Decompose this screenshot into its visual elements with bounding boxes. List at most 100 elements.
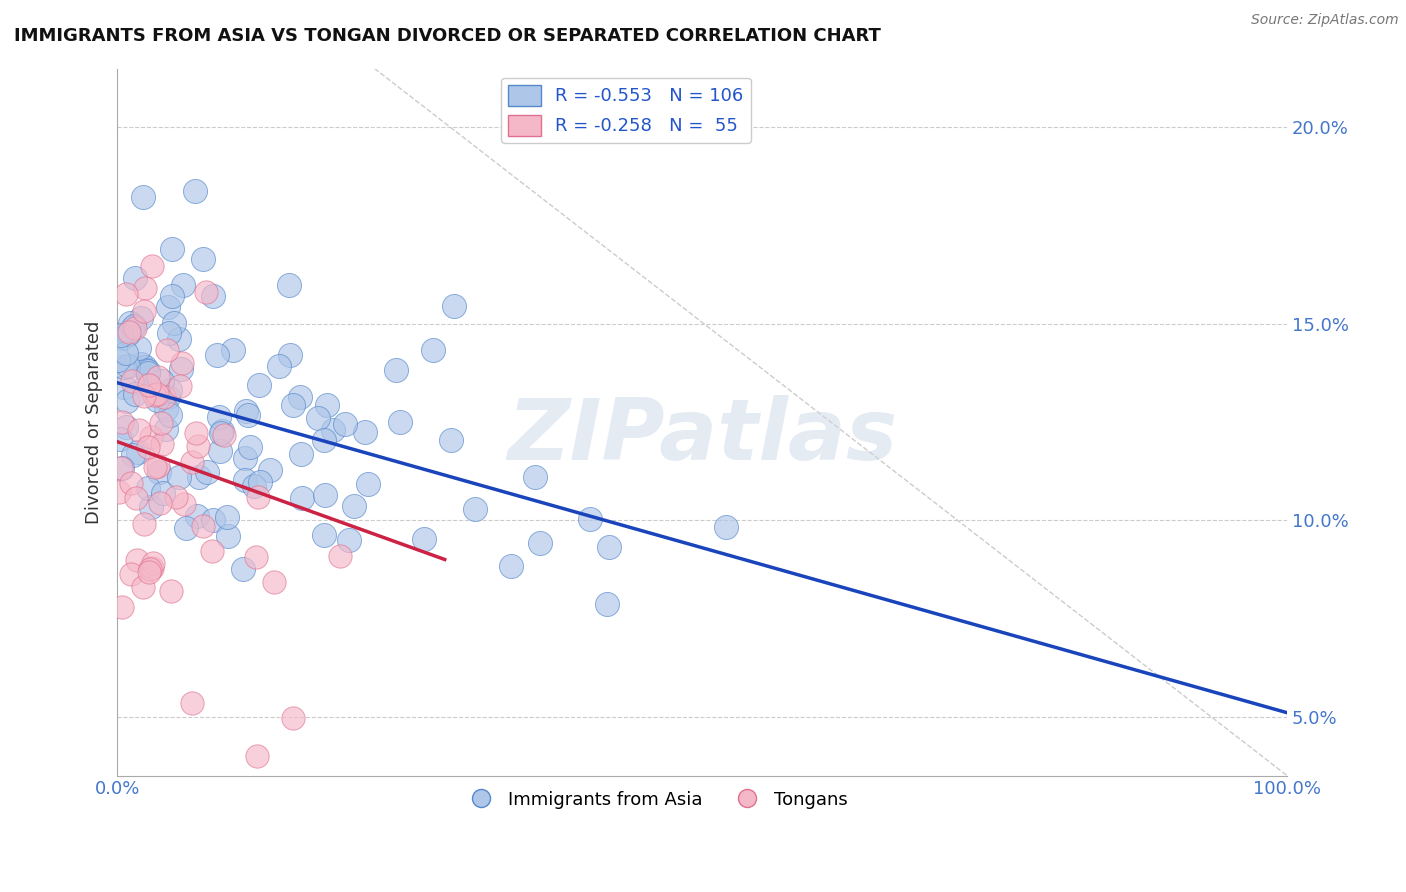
Point	[129, 310, 152, 325]
Point	[118, 326, 141, 340]
Point	[127, 444, 149, 458]
Point	[422, 343, 444, 358]
Point	[191, 252, 214, 266]
Point	[157, 301, 180, 315]
Point	[529, 535, 551, 549]
Point	[186, 425, 208, 440]
Point	[191, 519, 214, 533]
Point	[464, 502, 486, 516]
Point	[142, 556, 165, 570]
Point	[155, 402, 177, 417]
Point	[124, 318, 146, 333]
Point	[343, 499, 366, 513]
Point	[115, 393, 138, 408]
Point	[443, 299, 465, 313]
Point	[170, 356, 193, 370]
Point	[714, 520, 737, 534]
Point	[107, 485, 129, 500]
Point	[322, 423, 344, 437]
Point	[110, 327, 132, 342]
Point	[150, 374, 173, 388]
Point	[247, 377, 270, 392]
Point	[125, 491, 148, 506]
Point	[307, 410, 329, 425]
Point	[243, 479, 266, 493]
Point	[120, 476, 142, 491]
Point	[160, 583, 183, 598]
Point	[233, 451, 256, 466]
Point	[194, 285, 217, 300]
Point	[152, 437, 174, 451]
Point	[120, 567, 142, 582]
Point	[107, 353, 129, 368]
Point	[143, 388, 166, 402]
Point	[138, 562, 160, 576]
Point	[152, 390, 174, 404]
Point	[440, 433, 463, 447]
Point	[141, 561, 163, 575]
Point	[598, 540, 620, 554]
Point	[136, 481, 159, 495]
Point	[290, 447, 312, 461]
Point	[155, 422, 177, 436]
Point	[136, 366, 159, 380]
Point	[246, 748, 269, 763]
Point	[195, 465, 218, 479]
Text: IMMIGRANTS FROM ASIA VS TONGAN DIVORCED OR SEPARATED CORRELATION CHART: IMMIGRANTS FROM ASIA VS TONGAN DIVORCED …	[14, 27, 882, 45]
Point	[134, 360, 156, 375]
Point	[281, 398, 304, 412]
Point	[314, 488, 336, 502]
Point	[202, 513, 225, 527]
Point	[267, 359, 290, 374]
Point	[167, 332, 190, 346]
Point	[278, 348, 301, 362]
Point	[114, 287, 136, 301]
Point	[128, 341, 150, 355]
Point	[124, 387, 146, 401]
Point	[148, 466, 170, 480]
Point	[174, 521, 197, 535]
Point	[333, 417, 356, 431]
Point	[184, 184, 207, 198]
Point	[187, 470, 209, 484]
Point	[131, 580, 153, 594]
Point	[596, 598, 619, 612]
Point	[186, 509, 208, 524]
Point	[159, 383, 181, 397]
Point	[159, 326, 181, 340]
Point	[337, 533, 360, 547]
Point	[139, 430, 162, 444]
Point	[173, 498, 195, 512]
Point	[141, 259, 163, 273]
Point	[201, 544, 224, 558]
Point	[388, 415, 411, 429]
Point	[115, 346, 138, 360]
Point	[211, 424, 233, 438]
Point	[209, 444, 232, 458]
Point	[112, 359, 135, 374]
Point	[217, 529, 239, 543]
Text: Source: ZipAtlas.com: Source: ZipAtlas.com	[1251, 13, 1399, 28]
Point	[215, 510, 238, 524]
Point	[124, 321, 146, 335]
Point	[412, 532, 434, 546]
Point	[170, 362, 193, 376]
Point	[110, 599, 132, 614]
Point	[499, 559, 522, 574]
Point	[165, 490, 187, 504]
Point	[159, 409, 181, 423]
Point	[120, 316, 142, 330]
Point	[181, 455, 204, 469]
Point	[233, 473, 256, 487]
Point	[152, 486, 174, 500]
Point	[246, 490, 269, 504]
Point	[207, 410, 229, 425]
Point	[138, 566, 160, 580]
Point	[579, 512, 602, 526]
Point	[222, 343, 245, 358]
Point	[124, 270, 146, 285]
Point	[134, 389, 156, 403]
Point	[111, 415, 134, 429]
Point	[111, 461, 134, 475]
Point	[143, 459, 166, 474]
